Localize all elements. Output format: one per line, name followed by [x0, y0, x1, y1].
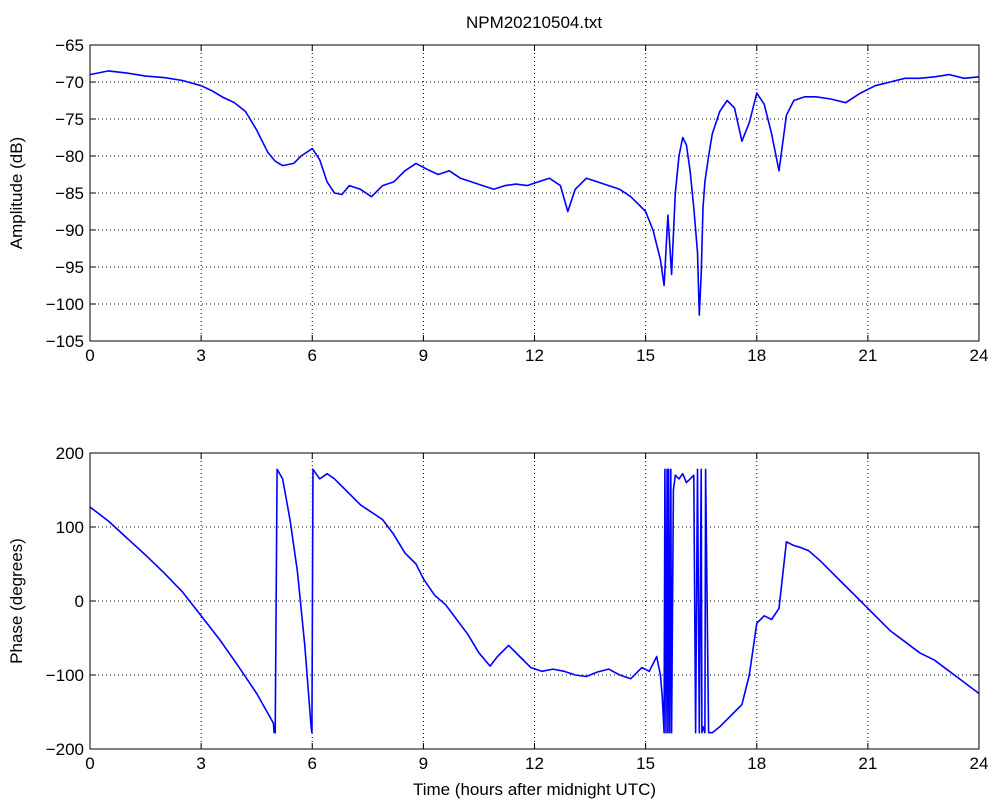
x-tick-label: 3	[196, 754, 205, 773]
y-axis-label: Amplitude (dB)	[7, 137, 26, 249]
figure-title: NPM20210504.txt	[466, 13, 602, 32]
x-tick-label: 12	[525, 346, 544, 365]
x-tick-label: 15	[636, 346, 655, 365]
y-tick-label: −70	[55, 73, 84, 92]
x-tick-label: 0	[85, 346, 94, 365]
x-tick-label: 6	[308, 754, 317, 773]
x-tick-label: 24	[970, 754, 989, 773]
y-tick-label: −100	[46, 666, 84, 685]
x-tick-label: 21	[858, 346, 877, 365]
y-tick-label: −95	[55, 258, 84, 277]
data-series-line	[89, 468, 980, 734]
y-tick-label: 0	[75, 592, 84, 611]
x-tick-label: 0	[85, 754, 94, 773]
amplitude-axes: 0 3 6 9 12 15 18 21 24 −65 −70 −75 −80 −85 −90 −95 −100 −…	[7, 36, 988, 365]
x-axis-label: Time (hours after midnight UTC)	[413, 780, 656, 799]
x-tick-label: 21	[858, 754, 877, 773]
x-tick-label: 9	[419, 346, 428, 365]
y-tick-label: −65	[55, 36, 84, 55]
y-tick-label: −200	[46, 740, 84, 759]
x-tick-label: 6	[308, 346, 317, 365]
phase-axes: 0 3 6 9 12 15 18 21 24 200 100 0 −100 −200 Phase (degr…	[7, 444, 988, 799]
x-tick-label: 9	[419, 754, 428, 773]
y-tick-label: −75	[55, 110, 84, 129]
x-tick-label: 15	[636, 754, 655, 773]
x-tick-label: 3	[196, 346, 205, 365]
x-tick-label: 18	[747, 754, 766, 773]
y-tick-label: −85	[55, 184, 84, 203]
data-series-line	[89, 70, 980, 316]
y-tick-label: −90	[55, 221, 84, 240]
x-tick-label: 18	[747, 346, 766, 365]
y-tick-label: −80	[55, 147, 84, 166]
y-tick-label: −100	[46, 295, 84, 314]
x-tick-label: 12	[525, 754, 544, 773]
y-tick-label: 100	[56, 518, 84, 537]
x-tick-label: 24	[970, 346, 989, 365]
y-axis-label: Phase (degrees)	[7, 538, 26, 664]
y-tick-label: −105	[46, 332, 84, 351]
y-tick-label: 200	[56, 444, 84, 463]
